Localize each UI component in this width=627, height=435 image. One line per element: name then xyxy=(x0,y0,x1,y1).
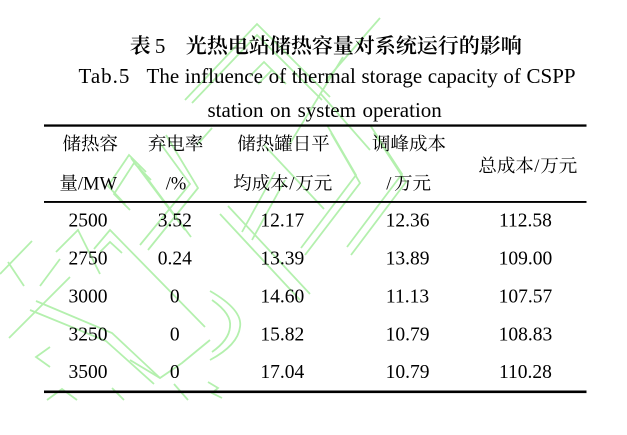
svg-text:/MW: /MW xyxy=(78,175,118,195)
svg-text:108.83: 108.83 xyxy=(499,324,553,345)
svg-text:17.04: 17.04 xyxy=(260,362,304,383)
svg-text:0: 0 xyxy=(170,324,180,345)
svg-text:12.17: 12.17 xyxy=(260,211,304,232)
svg-text:/: / xyxy=(289,175,295,195)
svg-text:0: 0 xyxy=(170,362,180,383)
svg-text:5: 5 xyxy=(155,34,166,58)
svg-text:3500: 3500 xyxy=(69,362,108,383)
svg-text:107.57: 107.57 xyxy=(499,286,553,307)
svg-text:10.79: 10.79 xyxy=(386,324,430,345)
svg-text:0: 0 xyxy=(170,286,180,307)
svg-text:/%: /% xyxy=(166,175,187,195)
svg-text:Tab.5: Tab.5 xyxy=(79,64,131,88)
svg-text:13.89: 13.89 xyxy=(386,249,430,270)
svg-text:3.52: 3.52 xyxy=(158,211,192,232)
svg-text:13.39: 13.39 xyxy=(260,249,304,270)
svg-text:0.24: 0.24 xyxy=(158,249,192,270)
svg-text:3250: 3250 xyxy=(69,324,108,345)
svg-text:/: / xyxy=(386,175,392,195)
svg-text:3000: 3000 xyxy=(69,286,108,307)
svg-text:/: / xyxy=(534,157,540,177)
svg-text:109.00: 109.00 xyxy=(499,249,553,270)
svg-text:The influence of thermal stora: The influence of thermal storage capacit… xyxy=(147,64,576,88)
svg-text:110.28: 110.28 xyxy=(499,362,552,383)
svg-text:2500: 2500 xyxy=(69,211,108,232)
svg-text:112.58: 112.58 xyxy=(499,211,552,232)
svg-text:station on system operation: station on system operation xyxy=(208,98,443,122)
svg-text:14.60: 14.60 xyxy=(260,286,304,307)
svg-text:15.82: 15.82 xyxy=(260,324,304,345)
svg-text:10.79: 10.79 xyxy=(386,362,430,383)
svg-text:11.13: 11.13 xyxy=(386,286,429,307)
svg-text:12.36: 12.36 xyxy=(386,211,430,232)
svg-text:2750: 2750 xyxy=(69,249,108,270)
